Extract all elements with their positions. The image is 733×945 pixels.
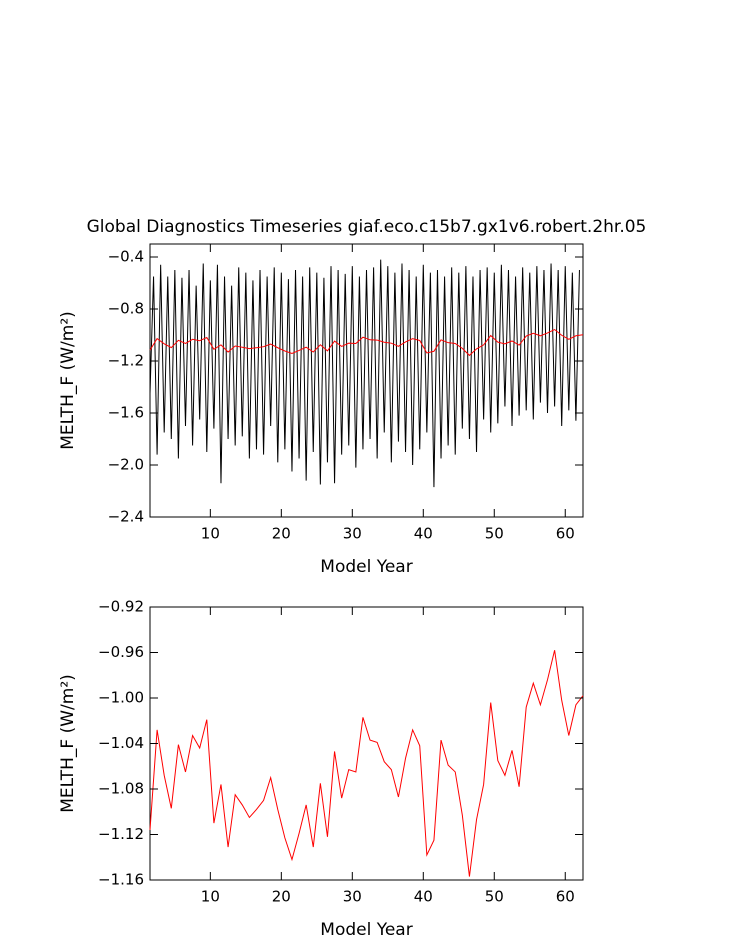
x-axis-label: Model Year [320, 557, 412, 577]
y-tick-label: −1.04 [98, 734, 144, 752]
x-tick-label: 50 [485, 888, 504, 906]
y-tick-label: −1.12 [98, 825, 144, 843]
data-line [149, 650, 584, 877]
y-tick-label: −2.4 [108, 508, 144, 526]
x-tick-label: 10 [201, 525, 220, 543]
y-tick-label: −0.4 [108, 248, 144, 266]
x-tick-label: 40 [414, 525, 433, 543]
x-tick-label: 20 [272, 888, 291, 906]
y-tick-label: −2.0 [108, 456, 144, 474]
y-tick-label: −0.92 [98, 598, 144, 616]
y-tick-label: −1.00 [98, 689, 144, 707]
x-tick-label: 50 [485, 525, 504, 543]
y-tick-label: −1.2 [108, 352, 144, 370]
y-tick-label: −1.16 [98, 871, 144, 889]
x-tick-label: 60 [556, 525, 575, 543]
x-tick-label: 30 [343, 525, 362, 543]
data-line [149, 328, 584, 357]
x-tick-label: 40 [414, 888, 433, 906]
x-tick-label: 20 [272, 525, 291, 543]
data-line [149, 259, 580, 488]
y-tick-label: −0.96 [98, 643, 144, 661]
x-axis-label: Model Year [320, 920, 412, 940]
y-tick-label: −1.6 [108, 404, 144, 422]
plot-frame [149, 606, 584, 881]
y-axis-label: MELTH_F (W/m²) [58, 311, 78, 450]
y-tick-label: −0.8 [108, 300, 144, 318]
x-tick-label: 60 [556, 888, 575, 906]
y-tick-label: −1.08 [98, 780, 144, 798]
y-axis-label: MELTH_F (W/m²) [58, 674, 78, 813]
x-tick-label: 10 [201, 888, 220, 906]
x-tick-label: 30 [343, 888, 362, 906]
chart-title: Global Diagnostics Timeseries giaf.eco.c… [87, 217, 647, 237]
